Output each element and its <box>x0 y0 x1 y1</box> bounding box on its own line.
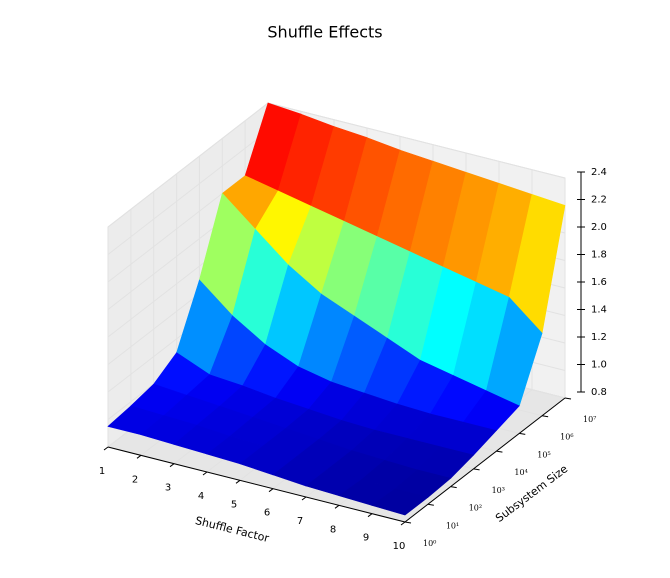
x-tick <box>235 479 241 484</box>
y-tick-label: 10⁶ <box>560 433 573 442</box>
y-tick-label: 10¹ <box>446 521 459 530</box>
x-tick-label: 1 <box>99 466 105 477</box>
x-axis-label: Shuffle Factor <box>194 514 271 545</box>
x-axis <box>107 446 406 523</box>
x-tick-label: 8 <box>330 524 336 535</box>
z-tick-label: 1.6 <box>591 277 607 288</box>
y-tick <box>496 450 503 453</box>
z-tick-label: 2.4 <box>591 167 607 178</box>
chart-title: Shuffle Effects <box>267 23 382 42</box>
x-tick <box>169 463 175 468</box>
y-tick <box>542 415 549 418</box>
y-tick <box>427 503 434 506</box>
x-tick <box>136 454 142 459</box>
z-tick-label: 2.2 <box>591 195 607 206</box>
y-tick-label: 10⁵ <box>537 450 550 459</box>
y-tick <box>404 521 412 524</box>
x-tick <box>202 471 208 476</box>
y-tick-label: 10² <box>469 504 482 513</box>
y-tick <box>519 432 526 435</box>
x-tick-label: 2 <box>132 474 138 485</box>
z-tick-label: 2.0 <box>591 222 607 233</box>
y-tick <box>450 486 457 489</box>
y-tick-label: 10³ <box>492 486 505 495</box>
x-tick <box>268 488 274 493</box>
y-tick-label: 10⁴ <box>514 468 527 477</box>
x-tick-label: 5 <box>231 499 237 510</box>
x-tick-label: 10 <box>393 541 406 552</box>
surface <box>107 102 566 516</box>
y-tick <box>473 468 480 471</box>
x-tick-label: 6 <box>264 508 270 519</box>
x-tick <box>367 513 373 518</box>
x-tick <box>400 521 406 526</box>
x-tick-label: 3 <box>165 483 171 494</box>
x-tick-label: 9 <box>363 533 369 544</box>
z-tick-label: 1.2 <box>591 332 607 343</box>
z-tick-label: 1.0 <box>591 360 607 371</box>
y-axis <box>404 397 566 523</box>
y-tick <box>564 397 572 400</box>
z-tick-label: 1.4 <box>591 305 607 316</box>
z-tick-label: 0.8 <box>591 387 607 398</box>
x-tick-label: 4 <box>198 491 204 502</box>
x-tick <box>301 496 307 501</box>
x-tick <box>103 446 109 451</box>
x-tick <box>334 504 340 509</box>
z-tick-label: 1.8 <box>591 250 607 261</box>
axes: 1 2 3 4 5 6 7 8 9 10 10⁰ 10¹ 10² 10³ 10⁴ 10⁵ 10⁶ 10⁷ 0.8 1.… <box>99 167 607 552</box>
surface-patch <box>371 488 429 516</box>
x-tick-label: 7 <box>297 516 303 527</box>
y-tick-label: 10⁰ <box>423 539 436 548</box>
y-tick-label: 10⁷ <box>583 415 596 424</box>
